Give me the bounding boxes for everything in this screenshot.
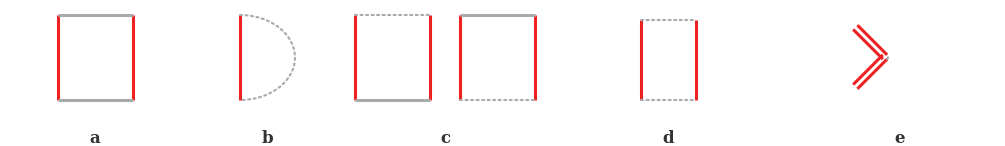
Text: a: a	[89, 130, 100, 146]
Text: e: e	[894, 130, 906, 146]
Text: b: b	[261, 130, 273, 146]
Text: c: c	[440, 130, 450, 146]
Text: d: d	[662, 130, 673, 146]
